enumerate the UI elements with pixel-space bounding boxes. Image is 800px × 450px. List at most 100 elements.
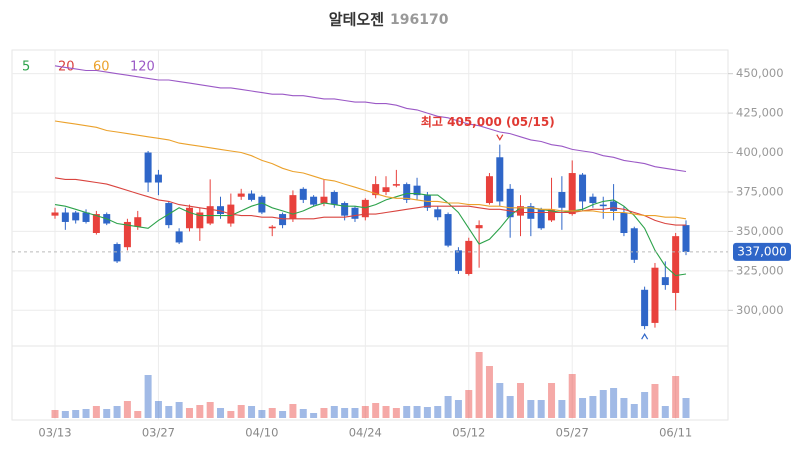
volume-bar bbox=[103, 409, 111, 418]
volume-bar bbox=[454, 400, 462, 418]
candle-body bbox=[413, 185, 421, 196]
candle-body bbox=[434, 209, 442, 218]
volume-bar bbox=[248, 406, 256, 418]
candle-body bbox=[330, 191, 338, 205]
volume-bar bbox=[279, 411, 287, 418]
candle-body bbox=[672, 236, 680, 293]
volume-bar bbox=[527, 400, 535, 418]
candle-body bbox=[661, 277, 669, 286]
candle-body bbox=[620, 212, 628, 233]
volume-bar bbox=[372, 403, 380, 418]
volume-bar bbox=[268, 408, 276, 418]
y-tick-label: 450,000 bbox=[736, 66, 784, 80]
volume-bar bbox=[175, 402, 183, 418]
candle-body bbox=[610, 201, 618, 211]
volume-bar bbox=[413, 406, 421, 418]
volume-bar bbox=[237, 405, 245, 418]
candle-body bbox=[589, 196, 597, 204]
candle-body bbox=[217, 206, 225, 215]
volume-bar bbox=[341, 408, 349, 418]
ma-line bbox=[54, 193, 687, 277]
volume-bar bbox=[558, 400, 566, 418]
volume-bar bbox=[537, 400, 545, 418]
volume-bar bbox=[589, 396, 597, 418]
chart-subtitle: 196170 bbox=[390, 12, 449, 28]
candle-body bbox=[51, 212, 59, 216]
chart-title: 알테오젠 bbox=[329, 11, 384, 29]
candle-body bbox=[134, 217, 142, 227]
candle-body bbox=[382, 187, 390, 192]
candle-body bbox=[599, 204, 607, 207]
candle-body bbox=[444, 214, 452, 246]
candle-body bbox=[268, 226, 276, 229]
volume-bar bbox=[330, 406, 338, 418]
candle-body bbox=[651, 267, 659, 323]
candle-body bbox=[175, 231, 183, 243]
candle-body bbox=[82, 212, 90, 222]
candle-body bbox=[361, 199, 369, 218]
candle-body bbox=[630, 228, 638, 260]
candle-body bbox=[92, 214, 100, 233]
volume-bar bbox=[123, 401, 131, 418]
candle-body bbox=[558, 191, 566, 208]
volume-bar bbox=[516, 383, 524, 418]
volume-bar bbox=[351, 408, 359, 418]
legend-label: 5 bbox=[22, 60, 30, 75]
candle-body bbox=[72, 212, 80, 221]
volume-bar bbox=[92, 406, 100, 418]
volume-bar bbox=[258, 410, 266, 418]
candle-body bbox=[475, 225, 483, 229]
candle-body bbox=[299, 188, 307, 200]
volume-bar bbox=[599, 390, 607, 418]
volume-bar bbox=[299, 409, 307, 418]
volume-bar bbox=[227, 411, 235, 418]
candle-body bbox=[196, 212, 204, 229]
volume-bar bbox=[196, 405, 204, 418]
candle-body bbox=[237, 193, 245, 197]
current-price-box bbox=[733, 242, 791, 261]
candle-body bbox=[485, 176, 493, 204]
candle-body bbox=[185, 207, 193, 229]
candle-body bbox=[568, 173, 576, 215]
volume-bar bbox=[485, 366, 493, 418]
volume-bar bbox=[630, 404, 638, 418]
volume-bar bbox=[423, 407, 431, 418]
current-price-label: 337,000 bbox=[737, 244, 787, 258]
x-tick-label: 04/10 bbox=[245, 426, 278, 440]
candle-body bbox=[123, 221, 131, 248]
volume-bar bbox=[579, 398, 587, 418]
volume-bar bbox=[641, 392, 649, 418]
volume-bar bbox=[392, 408, 400, 418]
candle-body bbox=[682, 225, 690, 252]
candle-body bbox=[465, 240, 473, 275]
volume-bar bbox=[465, 390, 473, 418]
candle-body bbox=[392, 184, 400, 186]
volume-bar bbox=[434, 406, 442, 418]
plot-frame bbox=[11, 49, 729, 421]
candle-body bbox=[144, 152, 152, 183]
candle-body bbox=[310, 196, 318, 205]
candle-body bbox=[537, 209, 545, 229]
volume-bar bbox=[382, 406, 390, 418]
volume-bar bbox=[548, 383, 556, 418]
volume-bar bbox=[444, 396, 452, 418]
candle-body bbox=[258, 196, 266, 213]
volume-bar bbox=[61, 411, 69, 418]
low-marker bbox=[641, 333, 649, 340]
volume-bar bbox=[134, 411, 142, 418]
volume-bar bbox=[113, 406, 121, 418]
candle-body bbox=[506, 188, 514, 218]
legend-label: 120 bbox=[130, 60, 155, 75]
ma-line bbox=[54, 120, 687, 220]
volume-bar bbox=[310, 413, 318, 418]
volume-bar bbox=[206, 402, 214, 418]
candle-body bbox=[403, 184, 411, 200]
y-tick-label: 425,000 bbox=[736, 106, 784, 120]
candle-body bbox=[372, 184, 380, 196]
candle-body bbox=[548, 209, 556, 221]
candle-body bbox=[206, 206, 214, 224]
volume-bar bbox=[403, 406, 411, 418]
x-tick-label: 06/11 bbox=[659, 426, 692, 440]
volume-bar bbox=[620, 398, 628, 418]
x-tick-label: 05/27 bbox=[556, 426, 589, 440]
